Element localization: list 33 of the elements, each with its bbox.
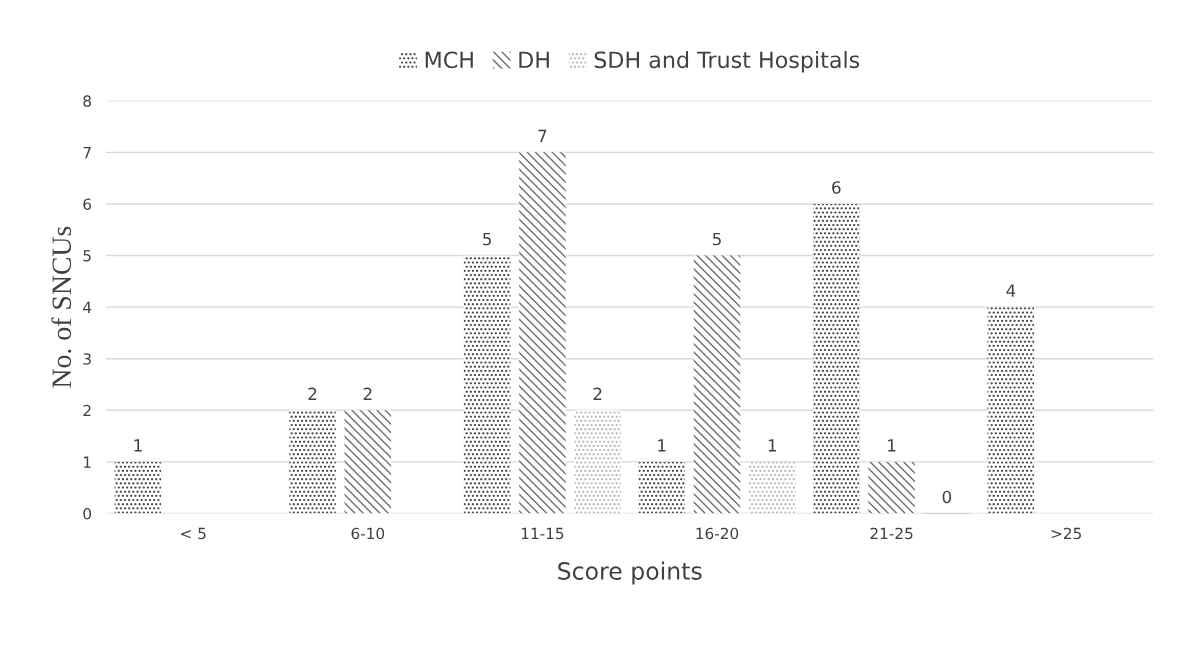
y-tick-label: 5 bbox=[83, 250, 91, 262]
data-label: 1 bbox=[658, 439, 666, 452]
x-tick-label: 6-10 bbox=[351, 527, 385, 540]
data-label: 1 bbox=[134, 439, 142, 452]
data-label: 2 bbox=[363, 387, 372, 400]
data-label: 6 bbox=[832, 181, 841, 194]
legend-label: MCH bbox=[425, 51, 473, 69]
x-tick-label: < 5 bbox=[181, 527, 206, 540]
y-tick-label: 6 bbox=[83, 198, 92, 210]
y-tick-label: 0 bbox=[83, 507, 92, 520]
y-tick-label: 2 bbox=[83, 404, 91, 417]
data-label: 5 bbox=[483, 232, 491, 246]
legend-label: SDH and Trust Hospitals bbox=[594, 50, 860, 73]
data-label: 2 bbox=[308, 387, 317, 400]
data-label: 4 bbox=[1006, 284, 1016, 297]
y-axis-title: No. of SNCUs bbox=[51, 226, 72, 388]
data-label: 1 bbox=[888, 439, 896, 452]
x-tick-label: 11-15 bbox=[521, 527, 564, 540]
y-tick-label: 3 bbox=[83, 353, 91, 365]
data-label: 5 bbox=[712, 232, 721, 246]
data-label: 0 bbox=[942, 490, 952, 504]
data-label: 7 bbox=[538, 129, 547, 142]
y-tick-label: 8 bbox=[83, 95, 91, 107]
x-tick-label: 21-25 bbox=[870, 527, 913, 540]
x-axis-title: Score points bbox=[558, 561, 702, 585]
y-tick-label: 7 bbox=[83, 147, 91, 159]
y-tick-label: 4 bbox=[83, 301, 92, 313]
x-tick-label: 16-20 bbox=[696, 527, 739, 540]
data-label: 2 bbox=[593, 387, 602, 400]
data-label: 1 bbox=[768, 439, 777, 452]
x-tick-label: >25 bbox=[1051, 527, 1081, 540]
y-tick-label: 1 bbox=[84, 456, 91, 468]
legend-label: DH bbox=[519, 51, 549, 68]
